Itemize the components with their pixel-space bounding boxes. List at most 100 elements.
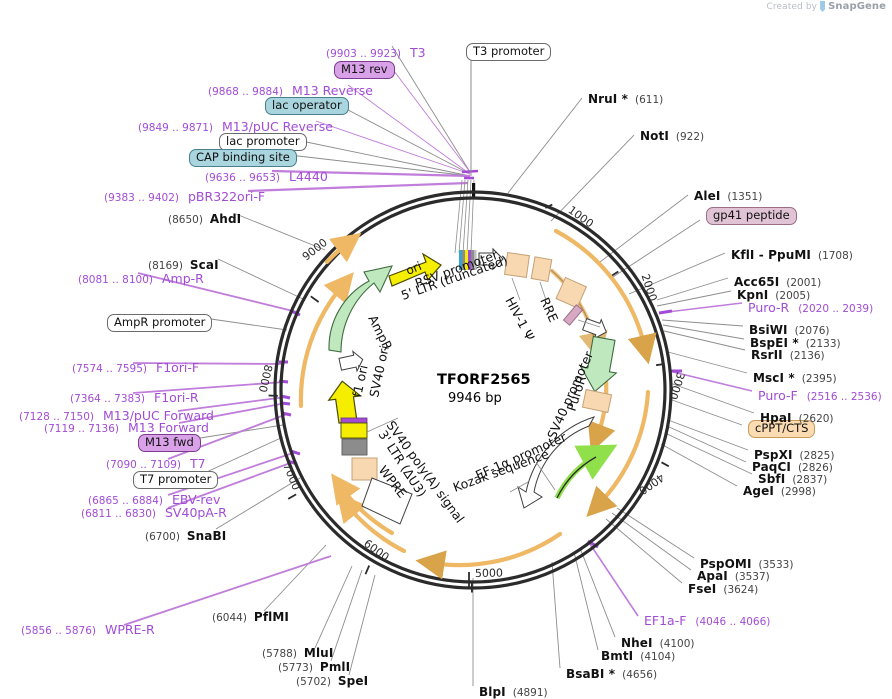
feature-box-cap-binding-site[interactable]: CAP binding site — [189, 149, 297, 168]
primer-range: (9636 .. 9653) — [205, 172, 280, 184]
enzyme-name: PspOMI — [700, 557, 752, 571]
leader-lines-left — [247, 45, 471, 193]
primer-label-t3[interactable]: (9903 .. 9923) T3 — [326, 44, 426, 60]
feature-box-t3-promoter[interactable]: T3 promoter — [466, 43, 552, 62]
primer-name: EBV-rev — [172, 492, 221, 507]
enzyme-label-ahdi[interactable]: (8650) AhdI — [168, 210, 241, 226]
enzyme-label-msci[interactable]: MscI * (2395) — [753, 369, 837, 385]
inner-label-f1-ori: f1 ori — [349, 364, 370, 399]
enzyme-name: PflMI — [253, 610, 289, 624]
primer-name: T3 — [410, 45, 426, 60]
enzyme-position: (8650) — [168, 214, 203, 226]
primer-label-m13pucreverse[interactable]: (9849 .. 9871) M13/pUC Reverse — [138, 118, 333, 134]
primer-label-l4440[interactable]: (9636 .. 9653) L4440 — [205, 168, 328, 184]
primer-name: Amp-R — [162, 271, 204, 286]
primer-name: L4440 — [289, 169, 328, 184]
inner-label-ori: ori — [404, 259, 424, 278]
enzyme-name: PmlI — [319, 660, 351, 674]
feature-box-ampr-promoter[interactable]: AmpR promoter — [107, 314, 213, 333]
enzyme-name: PaqCI — [752, 460, 791, 474]
enzyme-label-bmti[interactable]: BmtI (4104) — [601, 647, 675, 663]
enzyme-label-acc65i[interactable]: Acc65I (2001) — [734, 273, 821, 289]
enzyme-name: AhdI — [209, 212, 242, 226]
primer-label-purof[interactable]: Puro-F (2516 .. 2536) — [758, 387, 882, 403]
feature-box-cppt-cts[interactable]: cPPT/CTS — [748, 420, 816, 439]
primer-label-wprer[interactable]: (5856 .. 5876) WPRE-R — [21, 621, 155, 637]
feature-ori — [388, 252, 442, 287]
enzyme-name: KflI - PpuMI — [731, 248, 811, 262]
enzyme-label-rsrii[interactable]: RsrII (2136) — [751, 346, 825, 362]
enzyme-position: (2825) — [799, 450, 835, 462]
feature-box-lac-operator[interactable]: lac operator — [265, 97, 349, 116]
enzyme-label-pspomi[interactable]: PspOMI (3533) — [700, 555, 793, 571]
snapgene-logo-icon — [820, 1, 826, 12]
enzyme-label-snabi[interactable]: (6700) SnaBI — [145, 527, 226, 543]
primer-name: EF1a-F — [644, 613, 687, 628]
enzyme-position: (2837) — [792, 474, 828, 486]
primer-range: (9903 .. 9923) — [326, 48, 401, 60]
primer-range: (6811 .. 6830) — [81, 508, 156, 520]
feature-box-m13-rev[interactable]: M13 rev — [334, 61, 395, 80]
enzyme-label-bspei[interactable]: BspEI * (2133) — [750, 334, 841, 350]
enzyme-label-blpi[interactable]: BlpI (4891) — [479, 683, 548, 699]
enzyme-name: BsiWI — [749, 323, 788, 337]
enzyme-label-alei[interactable]: AleI (1351) — [694, 187, 762, 203]
primer-label-m13reverse[interactable]: (9868 .. 9884) M13 Reverse — [208, 82, 373, 98]
enzyme-label-kpni[interactable]: KpnI (2005) — [737, 286, 810, 302]
primer-label-m13pucforward[interactable]: (7128 .. 7150) M13/pUC Forward — [19, 407, 214, 423]
primer-label-f1orir[interactable]: (7364 .. 7383) F1ori-R — [70, 389, 199, 405]
primer-label-pbr322orif[interactable]: (9383 .. 9402) pBR322ori-F — [104, 188, 265, 204]
enzyme-label-hpai[interactable]: HpaI (2620) — [760, 409, 834, 425]
enzyme-name: HpaI — [760, 411, 792, 425]
watermark-created-by: Created by — [766, 1, 818, 12]
enzyme-label-sbfi[interactable]: SbfI (2837) — [758, 470, 827, 486]
primer-label-f1orif[interactable]: (7574 .. 7595) F1ori-F — [72, 359, 199, 375]
primer-range: (7090 .. 7109) — [106, 459, 181, 471]
leader-lines-right-primers — [587, 302, 753, 617]
primer-name: SV40pA-R — [165, 505, 227, 520]
primer-label-puror[interactable]: Puro-R (2020 .. 2039) — [748, 299, 873, 315]
enzyme-label-pflmi[interactable]: (6044) PflMI — [212, 608, 289, 624]
feature-box-gp41-peptide[interactable]: gp41 peptide — [706, 207, 797, 226]
feature-right-cluster — [517, 317, 618, 509]
enzyme-position: (6044) — [212, 612, 247, 624]
enzyme-name: SnaBI — [186, 529, 227, 543]
primer-label-m13forward[interactable]: (7119 .. 7136) M13 Forward — [44, 419, 209, 435]
enzyme-label-spei[interactable]: (5702) SpeI — [296, 672, 368, 688]
plasmid-size: 9946 bp — [448, 391, 502, 406]
primer-range: (7119 .. 7136) — [44, 423, 119, 435]
primer-label-t7[interactable]: (7090 .. 7109) T7 — [106, 455, 206, 471]
enzyme-label-noti[interactable]: NotI (922) — [640, 127, 704, 143]
inner-label-sv40-ori: SV40 ori — [366, 344, 392, 399]
enzyme-label-nhei[interactable]: NheI (4100) — [621, 634, 695, 650]
primer-label-sv40par[interactable]: (6811 .. 6830) SV40pA-R — [81, 504, 227, 520]
enzyme-position: (8169) — [148, 260, 183, 272]
enzyme-label-apai[interactable]: ApaI (3537) — [697, 567, 770, 583]
enzyme-label-bsabi[interactable]: BsaBI * (4656) — [566, 665, 657, 681]
feature-box-m13-fwd[interactable]: M13 fwd — [138, 434, 201, 453]
enzyme-label-kflippumi[interactable]: KflI - PpuMI (1708) — [731, 246, 853, 262]
primer-label-ebvrev[interactable]: (6865 .. 6884) EBV-rev — [88, 491, 220, 507]
enzyme-position: (922) — [675, 131, 705, 143]
primer-range: (6865 .. 6884) — [88, 495, 163, 507]
enzyme-label-fsei[interactable]: FseI (3624) — [688, 580, 758, 596]
primer-name: T7 — [190, 456, 206, 471]
enzyme-label-paqci[interactable]: PaqCI (2826) — [752, 458, 833, 474]
enzyme-name: BlpI — [479, 685, 506, 699]
feature-box-t7-promoter[interactable]: T7 promoter — [133, 471, 219, 490]
enzyme-label-pmli[interactable]: (5773) PmlI — [278, 658, 350, 674]
enzyme-label-nrui[interactable]: NruI * (611) — [588, 90, 663, 106]
feature-lower-left-cluster — [340, 417, 413, 525]
enzyme-label-mlui[interactable]: (5788) MluI — [262, 644, 333, 660]
enzyme-position: (1708) — [817, 250, 853, 262]
leader-lines-left-primers — [123, 272, 332, 626]
primer-range: (9868 .. 9884) — [208, 86, 283, 98]
enzyme-label-scai[interactable]: (8169) ScaI — [148, 256, 219, 272]
enzyme-label-agei[interactable]: AgeI (2998) — [743, 482, 816, 498]
enzyme-label-pspxi[interactable]: PspXI (2825) — [754, 446, 834, 462]
enzyme-label-bsiwi[interactable]: BsiWI (2076) — [749, 321, 830, 337]
primer-label-ampr[interactable]: (8081 .. 8100) Amp-R — [78, 270, 204, 286]
leader-lines-inner — [366, 277, 601, 493]
inner-label-hiv1-psi: HIV-1 Ψ — [502, 294, 537, 343]
primer-label-ef1af[interactable]: EF1a-F (4046 .. 4066) — [644, 612, 770, 628]
